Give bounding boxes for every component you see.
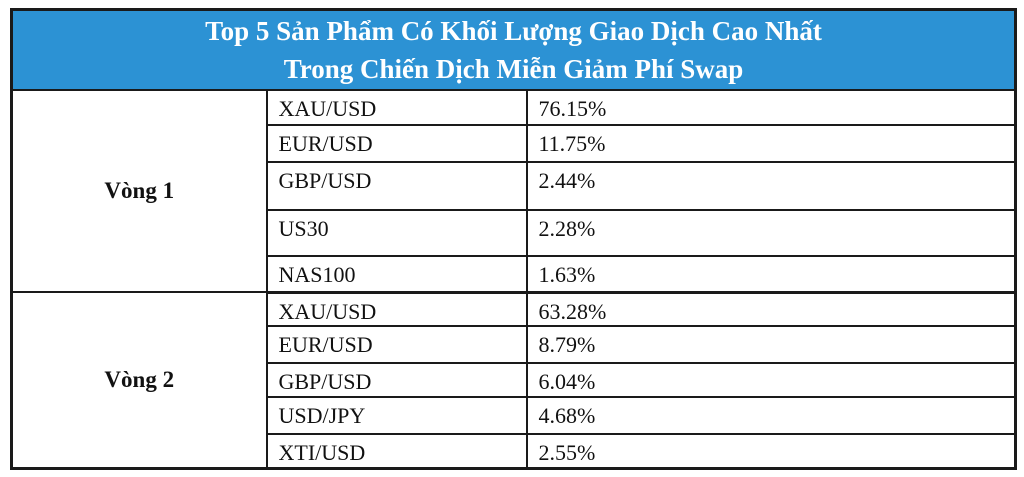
table-row: Vòng 2 XAU/USD 63.28% — [10, 291, 1017, 470]
product-cell: USD/JPY — [265, 395, 528, 435]
round-2-label: Vòng 2 — [10, 291, 268, 470]
table-row: US30 2.28% — [12, 209, 1017, 257]
table-row: EUR/USD 11.75% — [12, 124, 1017, 163]
share-cell: 63.28% — [525, 291, 1017, 327]
share-cell: 2.28% — [525, 209, 1017, 257]
product-cell: XAU/USD — [265, 89, 528, 126]
table-row: Vòng 1 XAU/USD 76.15% — [10, 89, 1017, 293]
table-title-line1: Top 5 Sản Phẩm Có Khối Lượng Giao Dịch C… — [205, 16, 822, 46]
round-1-label: Vòng 1 — [10, 89, 268, 293]
product-cell: EUR/USD — [265, 124, 528, 163]
table-title-row: Top 5 Sản Phẩm Có Khối Lượng Giao Dịch C… — [10, 8, 1017, 91]
table-title-line2: Trong Chiến Dịch Miễn Giảm Phí Swap — [283, 54, 744, 84]
table-row: GBP/USD 6.04% — [12, 361, 1017, 398]
table-title: Top 5 Sản Phẩm Có Khối Lượng Giao Dịch C… — [10, 8, 1017, 91]
share-cell: 11.75% — [525, 124, 1017, 163]
product-cell: NAS100 — [265, 255, 528, 294]
product-cell: XAU/USD — [265, 291, 528, 327]
share-cell: 6.04% — [525, 361, 1017, 398]
share-cell: 76.15% — [525, 89, 1017, 126]
share-cell: 1.63% — [525, 255, 1017, 294]
table-row: GBP/USD 2.44% — [12, 161, 1017, 211]
product-cell: EUR/USD — [265, 324, 528, 364]
share-cell: 2.55% — [525, 432, 1017, 470]
table-row: USD/JPY 4.68% — [12, 395, 1017, 435]
product-cell: GBP/USD — [265, 161, 528, 211]
table-row: EUR/USD 8.79% — [12, 324, 1017, 364]
share-cell: 8.79% — [525, 324, 1017, 364]
product-cell: XTI/USD — [265, 432, 528, 470]
table-row: NAS100 1.63% — [12, 255, 1017, 294]
share-cell: 2.44% — [525, 161, 1017, 211]
top5-swap-volume-table: Top 5 Sản Phẩm Có Khối Lượng Giao Dịch C… — [10, 8, 1017, 470]
product-cell: US30 — [265, 209, 528, 257]
table-row: XTI/USD 2.55% — [12, 432, 1017, 470]
product-cell: GBP/USD — [265, 361, 528, 398]
share-cell: 4.68% — [525, 395, 1017, 435]
